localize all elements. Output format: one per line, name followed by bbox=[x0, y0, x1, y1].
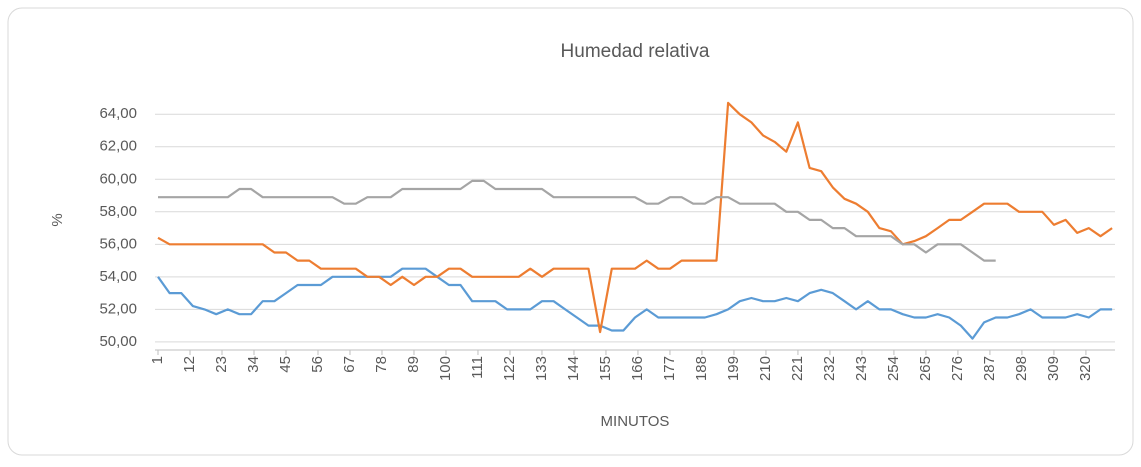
x-tick-label: 155 bbox=[597, 356, 614, 381]
x-tick-label: 166 bbox=[629, 356, 646, 381]
x-tick-label: 188 bbox=[693, 356, 710, 381]
x-tick-label: 309 bbox=[1045, 356, 1062, 381]
x-tick-label: 12 bbox=[181, 356, 198, 373]
series-line bbox=[157, 267, 1113, 340]
x-tick-label: 122 bbox=[501, 356, 518, 381]
series-line bbox=[157, 101, 1113, 334]
y-tick-label: 62,00 bbox=[99, 138, 137, 155]
x-tick-label: 254 bbox=[885, 356, 902, 381]
x-tick-label: 89 bbox=[405, 356, 422, 373]
x-tick-label: 111 bbox=[469, 356, 486, 379]
x-tick-label: 243 bbox=[853, 356, 870, 381]
y-tick-label: 50,00 bbox=[99, 333, 137, 350]
series-line bbox=[158, 179, 996, 262]
x-tick-label: 199 bbox=[725, 356, 742, 381]
card bbox=[7, 7, 1134, 456]
x-axis-label: MINUTOS bbox=[601, 413, 670, 430]
x-tick-label: 23 bbox=[213, 356, 230, 373]
x-tick-label: 34 bbox=[245, 356, 262, 373]
x-tick-label: 100 bbox=[437, 356, 454, 381]
x-tick-label: 1 bbox=[149, 356, 166, 364]
x-tick-label: 276 bbox=[949, 356, 966, 381]
x-tick-label: 56 bbox=[309, 356, 326, 373]
x-tick-label: 287 bbox=[981, 356, 998, 381]
y-tick-label: 54,00 bbox=[99, 268, 137, 285]
x-tick-label: 45 bbox=[277, 356, 294, 373]
y-tick-label: 56,00 bbox=[99, 235, 137, 252]
x-tick-label: 133 bbox=[533, 356, 550, 381]
x-tick-label: 298 bbox=[1013, 356, 1030, 381]
chart-title: Humedad relativa bbox=[561, 41, 710, 62]
x-tick-label: 265 bbox=[917, 356, 934, 381]
x-tick-label: 144 bbox=[565, 356, 582, 381]
y-tick-label: 64,00 bbox=[99, 105, 137, 122]
x-tick-label: 232 bbox=[821, 356, 838, 381]
x-tick-label: 221 bbox=[789, 356, 806, 381]
x-tick-label: 67 bbox=[341, 356, 358, 373]
x-tick-label: 210 bbox=[757, 356, 774, 381]
y-axis-label: % bbox=[49, 213, 66, 226]
x-tick-label: 78 bbox=[373, 356, 390, 373]
y-tick-label: 58,00 bbox=[99, 203, 137, 220]
x-tick-label: 320 bbox=[1077, 356, 1094, 381]
x-tick-label: 177 bbox=[661, 356, 678, 381]
y-tick-label: 60,00 bbox=[99, 170, 137, 187]
y-tick-label: 52,00 bbox=[99, 300, 137, 317]
